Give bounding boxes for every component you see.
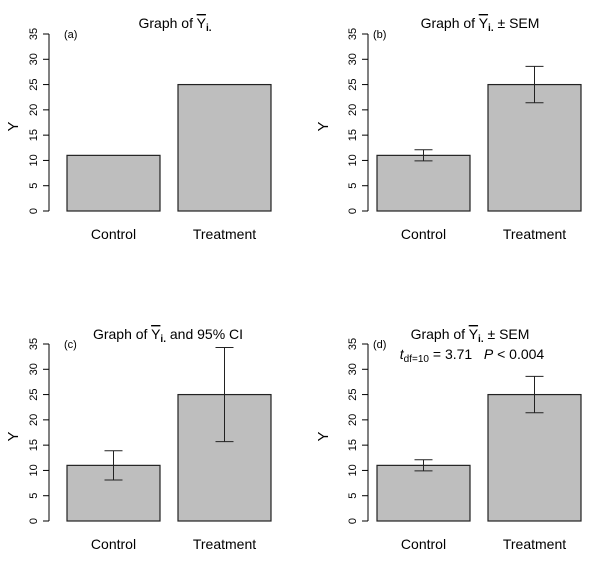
chart-title: Graph of Yi. ± SEM [411,326,530,345]
y-tick-label: 5 [347,493,359,499]
x-category-label: Treatment [193,536,256,552]
y-tick-label: 25 [347,78,359,90]
bar-control [376,464,471,522]
chart-title: Graph of Yi. ± SEM [421,15,540,34]
y-tick-label: 15 [28,439,40,451]
y-tick-label: 25 [28,78,40,90]
y-tick-label: 10 [28,154,40,166]
y-tick-label: 0 [347,518,359,524]
y-axis-label: Y [5,431,22,441]
y-tick-label: 20 [347,104,359,116]
y-tick-label: 5 [347,183,359,189]
y-tick-label: 10 [347,154,359,166]
chart-subtitle: tdf=10 = 3.71 P < 0.004 [400,346,545,365]
y-tick-label: 5 [28,493,40,499]
bar-treatment [177,83,272,212]
y-tick-label: 20 [347,414,359,426]
y-tick-label: 30 [347,53,359,65]
panel-c: 0 5 10 15 20 25 30 35 Y Control Treatment (c) Graph … [5,326,272,552]
y-tick-label: 25 [28,388,40,400]
y-axis-label: Y [315,121,332,131]
bar-treatment [487,393,582,522]
x-category-label: Control [401,226,446,242]
y-tick-label: 10 [347,464,359,476]
x-category-label: Treatment [503,226,566,242]
y-tick-label: 30 [28,363,40,375]
y-tick-label: 15 [28,129,40,141]
x-category-label: Control [401,536,446,552]
bar-control [66,464,161,522]
panel-b: 0 5 10 15 20 25 30 35 Y Control Treatment (b) Graph … [315,15,582,242]
y-axis-label: Y [5,121,22,131]
bar-control [66,154,161,212]
x-category-label: Treatment [193,226,256,242]
y-axis-label: Y [315,431,332,441]
y-tick-label: 0 [347,208,359,214]
x-category-label: Treatment [503,536,566,552]
y-tick-label: 15 [347,129,359,141]
y-tick-label: 15 [347,439,359,451]
y-tick-label: 35 [347,28,359,40]
y-tick-label: 5 [28,183,40,189]
y-tick-label: 0 [28,518,40,524]
y-tick-label: 0 [28,208,40,214]
y-tick-label: 30 [28,53,40,65]
bar-treatment [487,83,582,212]
y-tick-label: 35 [347,338,359,350]
panel-label: (b) [373,29,386,41]
y-tick-label: 35 [28,338,40,350]
panel-d: 0 5 10 15 20 25 30 35 Y Control Treatment (d) Graph … [315,326,582,552]
y-tick-label: 20 [28,414,40,426]
y-tick-label: 30 [347,363,359,375]
y-tick-label: 25 [347,388,359,400]
y-tick-label: 20 [28,104,40,116]
panel-label: (d) [373,339,386,351]
chart-title: Graph of Yi. and 95% CI [93,326,243,345]
panel-a: 0 5 10 15 20 25 30 35 Y Control Treatment (a) Graph … [5,15,272,242]
chart-title: Graph of Yi. [138,15,211,34]
x-category-label: Control [91,536,136,552]
panel-label: (c) [64,339,77,351]
panel-label: (a) [64,29,77,41]
y-tick-label: 35 [28,28,40,40]
y-tick-label: 10 [28,464,40,476]
x-category-label: Control [91,226,136,242]
bar-control [376,154,471,212]
